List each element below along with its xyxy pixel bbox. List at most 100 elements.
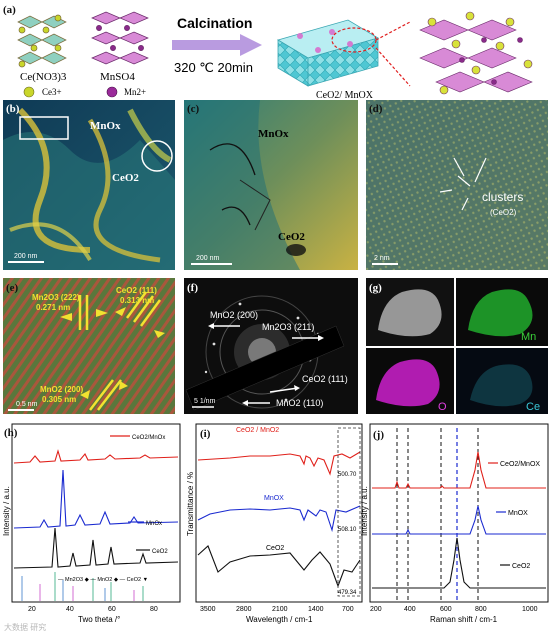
- panel-i: (i) CeO2 / MnO2 MnOX CeO2 500.70 508.10 …: [186, 423, 363, 624]
- raman-y-label: Intensity / a.u.: [360, 486, 369, 536]
- raman-legend-s3: CeO2: [512, 563, 530, 570]
- ftir-y-label: Transmittance / %: [186, 472, 195, 536]
- process-label: Calcination: [177, 15, 252, 31]
- xrd-legend-s2: MnOx: [146, 521, 162, 527]
- clusters-sub-label: (CeO2): [490, 208, 517, 217]
- zoomed-lattice-icon: [419, 11, 533, 95]
- ceo2-highlight-circle: [141, 140, 173, 172]
- panel-d-label: (d): [369, 103, 383, 115]
- panel-b-mnox-label: MnOx: [90, 120, 121, 132]
- map-ce-label: Ce: [526, 401, 540, 413]
- precursor2-label: MnSO4: [100, 71, 135, 83]
- panel-g-label: (g): [369, 282, 382, 294]
- raman-mnox-line: [372, 505, 546, 535]
- ce-nitrate-structure-icon: [17, 14, 67, 68]
- xrd-y-label: Intensity / a.u.: [2, 486, 11, 536]
- panel-a: (a) Ce(NO3)3 MnSO4 Ce3+ M: [3, 4, 533, 101]
- panel-g: (g) Mn O Ce: [366, 278, 548, 414]
- ion1-label: Ce3+: [42, 87, 62, 97]
- product-label: CeO2/ MnOX: [316, 90, 374, 101]
- conditions-label: 320 ℃ 20min: [174, 60, 253, 75]
- ce-ion-icon: [23, 86, 35, 98]
- mn-ion-icon: [106, 86, 118, 98]
- mnox-highlight-box: [19, 116, 69, 140]
- ceo2-111-d-label: 0.313 nm: [120, 296, 154, 305]
- raman-ceo2-line: [372, 537, 546, 589]
- ftir-legend-s2: MnOX: [264, 495, 284, 502]
- xrd-ref-legend: — Mn2O3 ◆ — MnO2 ◆ — CeO2 ▼: [58, 577, 148, 583]
- lattice-arrows: [60, 307, 165, 399]
- mn-sulfate-structure-icon: [91, 11, 149, 65]
- panel-e-scale: 0.5 nm: [16, 401, 38, 408]
- xrd-legend-s1: CeO2/MnOx: [132, 435, 165, 441]
- raman-ceo2-mnox-line: [372, 451, 546, 489]
- panel-h: (h) CeO2/MnOx MnOx CeO2 — Mn2O3 ◆ — MnO2…: [2, 423, 181, 624]
- ftir-legend-s1: CeO2 / MnO2: [236, 427, 279, 434]
- panel-b-ceo2-label: CeO2: [112, 172, 139, 184]
- process-arrow-icon: [172, 34, 262, 56]
- panel-b-scale: 200 nm: [14, 253, 38, 260]
- panel-e-label: (e): [6, 282, 19, 294]
- ion2-label: Mn2+: [124, 87, 146, 97]
- raman-legend-s2: MnOX: [508, 510, 528, 517]
- ftir-x-label: Wavelength / cm-1: [246, 615, 313, 624]
- panel-c: (c) MnOx CeO2 200 nm: [184, 100, 358, 270]
- panel-b-label: (b): [6, 103, 20, 115]
- ftir-tick-700: 700: [342, 606, 354, 613]
- ring-mno2-200: MnO2 (200): [210, 310, 258, 320]
- raman-guides: [396, 428, 479, 600]
- raman-tick-800: 800: [475, 606, 487, 613]
- ceo2-111-label: CeO2 (111): [116, 286, 157, 295]
- ftir-mnox-line: [197, 505, 361, 533]
- xrd-ceo2-line: [13, 527, 179, 569]
- ftir-peak-500: 500.70: [338, 472, 357, 478]
- ftir-peak-479: 479.34: [338, 590, 357, 596]
- mno2-200-d-label: 0.305 nm: [42, 395, 76, 404]
- panel-f-scale: 5 1/nm: [194, 398, 216, 405]
- product-block-icon: [277, 19, 379, 87]
- watermark: 大数据 研究: [4, 622, 46, 632]
- xrd-reference-sticks: [21, 572, 144, 601]
- raman-legend-s1: CeO2/MnOX: [500, 461, 540, 468]
- clusters-label: clusters: [482, 190, 523, 204]
- ftir-tick-1400: 1400: [308, 606, 324, 613]
- xrd-tick-20: 20: [28, 606, 36, 613]
- beam-stop: [185, 325, 345, 411]
- panel-d-scale: 2 nm: [374, 255, 390, 262]
- raman-tick-200: 200: [370, 606, 382, 613]
- xrd-x-label: Two theta /°: [78, 615, 120, 624]
- ftir-tick-2800: 2800: [236, 606, 252, 613]
- panel-c-mnox-label: MnOx: [258, 128, 289, 140]
- panel-j: (j) CeO2/MnOX MnOX CeO2 Intensity / a.u.…: [360, 423, 549, 624]
- panel-c-ceo2-label: CeO2: [278, 231, 305, 243]
- panel-c-scale: 200 nm: [196, 255, 220, 262]
- panel-i-label: (i): [200, 428, 211, 440]
- xrd-ceo2-mnox-line: [13, 449, 179, 464]
- panel-h-label: (h): [4, 427, 18, 439]
- raman-x-label: Raman shift / cm-1: [430, 615, 498, 624]
- panel-c-label: (c): [187, 103, 200, 115]
- lattice-fringe-marks: [78, 291, 162, 411]
- panel-j-label: (j): [373, 429, 384, 441]
- ftir-legend-s3: CeO2: [266, 545, 284, 552]
- raman-tick-1000: 1000: [522, 606, 538, 613]
- ring-mn2o3-211: Mn2O3 (211): [262, 322, 314, 332]
- map-mn-label: Mn: [521, 331, 536, 343]
- panel-a-label: (a): [3, 4, 16, 16]
- xrd-tick-60: 60: [108, 606, 116, 613]
- xrd-tick-80: 80: [150, 606, 158, 613]
- panel-f-label: (f): [187, 282, 198, 294]
- map-o-label: O: [438, 401, 447, 413]
- panel-e: (e) Mn2O3 (222) 0.271 nm CeO2 (111) 0.31…: [3, 278, 175, 414]
- ftir-ceo2-line: [197, 545, 361, 588]
- ftir-tick-3500: 3500: [200, 606, 216, 613]
- raman-tick-600: 600: [440, 606, 452, 613]
- ring-mno2-110: MnO2 (110): [276, 398, 323, 408]
- cluster-arrows: [439, 157, 487, 211]
- ftir-peak-508: 508.10: [338, 527, 357, 533]
- panel-b: (b) MnOx CeO2 200 nm: [3, 100, 175, 270]
- precursor1-label: Ce(NO3)3: [20, 71, 67, 83]
- mn2o3-222-d-label: 0.271 nm: [36, 303, 70, 312]
